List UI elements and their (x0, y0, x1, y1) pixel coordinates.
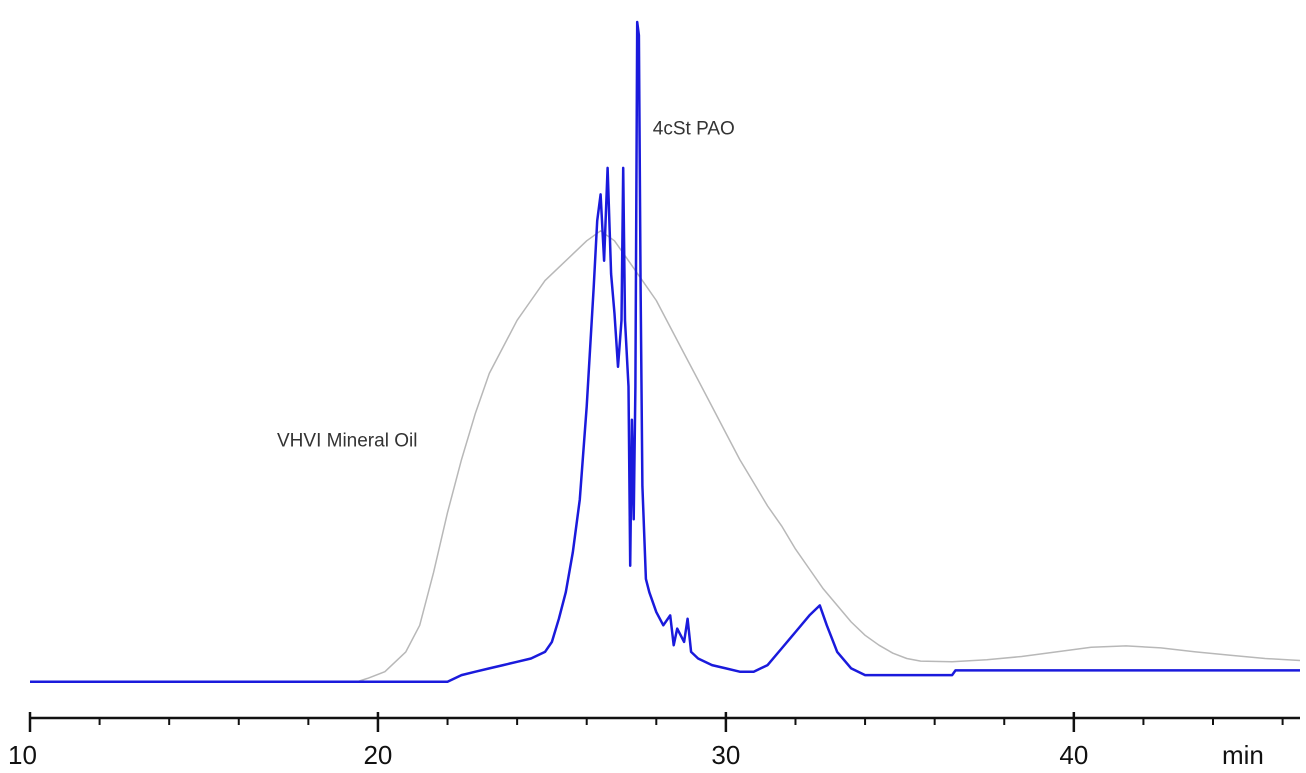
x-tick-label: 40 (1059, 740, 1088, 770)
series-line-blue (30, 20, 1300, 683)
x-axis: 10 20 30 40 (8, 712, 1300, 770)
x-axis-unit-label: min (1222, 740, 1264, 770)
x-tick-label: 10 (8, 740, 37, 770)
annotation-label: VHVI Mineral Oil (277, 430, 417, 451)
x-tick-label: 30 (711, 740, 740, 770)
x-tick-label: 20 (363, 740, 392, 770)
annotation-label: 4cSt PAO (653, 119, 735, 140)
annotation-layer: 4cSt PAO VHVI Mineral Oil (277, 119, 735, 452)
series-layer (30, 20, 1301, 683)
series-line-grey (30, 230, 1301, 683)
